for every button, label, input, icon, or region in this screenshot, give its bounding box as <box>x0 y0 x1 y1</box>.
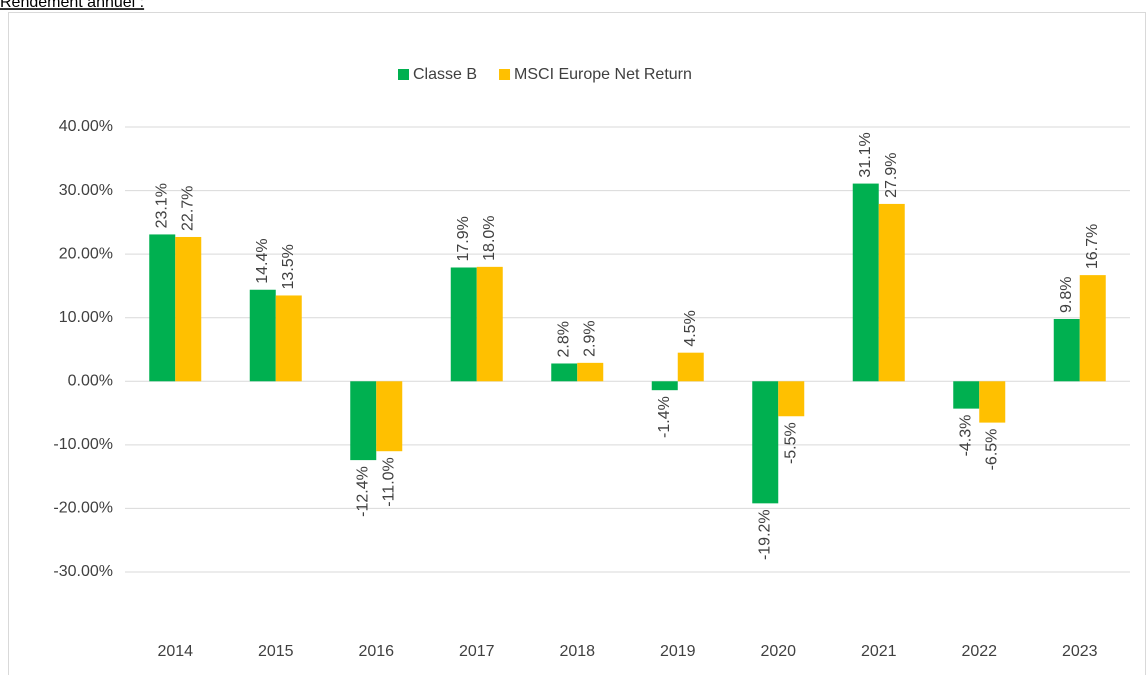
x-tick-label: 2019 <box>660 643 696 660</box>
y-tick-label: 40.00% <box>59 118 113 135</box>
y-tick-label: -30.00% <box>53 563 113 580</box>
y-tick-label: 20.00% <box>59 245 113 262</box>
bar <box>677 352 704 382</box>
data-label: 2.9% <box>581 320 598 356</box>
bar <box>778 381 805 417</box>
x-tick-label: 2022 <box>961 643 997 660</box>
bar <box>979 381 1006 423</box>
bar <box>1079 275 1106 382</box>
bar <box>1053 318 1080 382</box>
legend-swatch <box>499 69 511 80</box>
bar <box>376 381 403 452</box>
y-tick-label: 0.00% <box>68 373 113 390</box>
data-label: 27.9% <box>883 153 900 198</box>
data-label: -19.2% <box>756 509 773 560</box>
data-label: 22.7% <box>179 186 196 231</box>
data-label: 4.5% <box>682 310 699 346</box>
bar <box>149 234 176 382</box>
y-tick-label: -10.00% <box>53 436 113 453</box>
data-label: 2.8% <box>555 321 572 357</box>
x-tick-label: 2023 <box>1062 643 1098 660</box>
bar <box>953 381 980 409</box>
data-label: 16.7% <box>1084 224 1101 269</box>
data-label: 23.1% <box>153 183 170 228</box>
data-label: -5.5% <box>782 422 799 464</box>
x-tick-label: 2016 <box>358 643 394 660</box>
data-label: -12.4% <box>354 466 371 517</box>
x-tick-label: 2020 <box>760 643 796 660</box>
legend-label: Classe B <box>413 66 477 83</box>
bar <box>350 381 377 461</box>
legend-label: MSCI Europe Net Return <box>514 66 692 83</box>
x-tick-label: 2015 <box>258 643 294 660</box>
legend-swatch <box>398 69 409 80</box>
data-label: -11.0% <box>380 457 397 507</box>
y-tick-label: 10.00% <box>59 309 113 326</box>
y-tick-label: -20.00% <box>53 500 113 517</box>
x-tick-label: 2017 <box>459 643 495 660</box>
bar <box>275 295 302 382</box>
data-label: -6.5% <box>983 429 1000 471</box>
data-label: 14.4% <box>254 238 271 283</box>
chart-title: Rendement annuel : <box>0 0 144 11</box>
x-tick-label: 2021 <box>861 643 897 660</box>
data-label: 17.9% <box>455 216 472 261</box>
x-tick-label: 2018 <box>559 643 595 660</box>
bar <box>752 381 779 504</box>
bar <box>450 267 477 382</box>
bar <box>651 381 678 391</box>
chart-border <box>8 12 1146 675</box>
data-label: 13.5% <box>280 244 297 289</box>
data-label: 31.1% <box>857 132 874 177</box>
bar <box>249 289 276 382</box>
bar <box>551 363 578 382</box>
data-label: -4.3% <box>957 415 974 457</box>
y-tick-label: 30.00% <box>59 182 113 199</box>
bar <box>577 362 604 382</box>
bar <box>878 203 905 382</box>
data-label: 9.8% <box>1058 277 1075 313</box>
bar <box>476 266 503 382</box>
x-tick-label: 2014 <box>157 643 193 660</box>
data-label: 18.0% <box>481 215 498 260</box>
bar <box>175 236 202 382</box>
data-label: -1.4% <box>656 396 673 438</box>
bar <box>852 183 879 382</box>
